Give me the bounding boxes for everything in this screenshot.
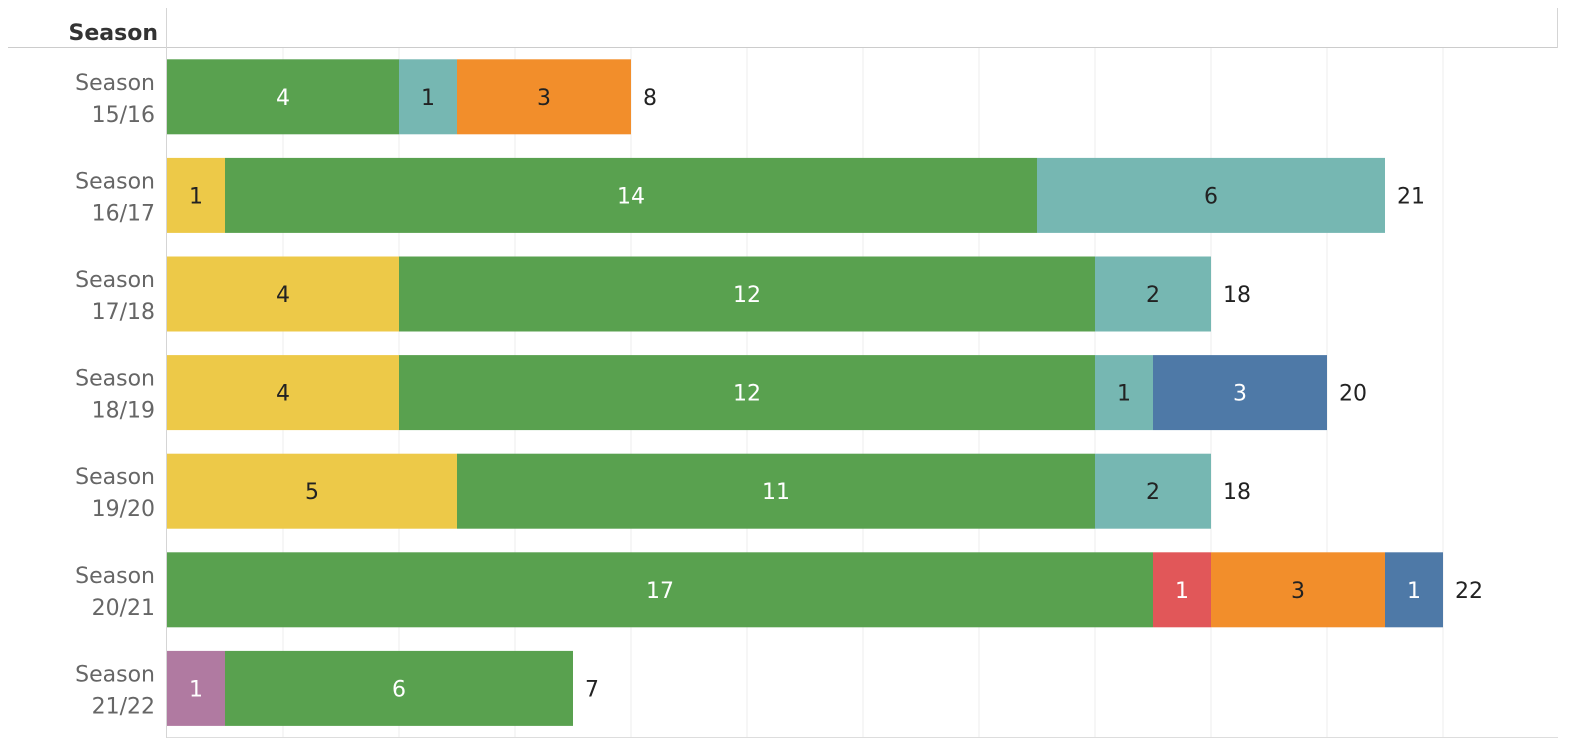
segment-value-label: 4 — [276, 382, 290, 407]
bar-total-label: 7 — [585, 677, 599, 702]
bar-segment — [1211, 552, 1385, 628]
segment-value-label: 1 — [1407, 579, 1421, 604]
bar-row: Season 21/22 1 6 7 — [75, 650, 599, 726]
bar-segment — [399, 59, 457, 135]
chart-frame — [8, 8, 1558, 738]
segment-value-label: 6 — [392, 677, 406, 702]
segment-value-label: 3 — [537, 86, 551, 111]
bar-segment — [457, 59, 631, 135]
category-label: Season 18/19 — [75, 367, 155, 424]
bar-segment — [167, 256, 399, 332]
segment-value-label: 4 — [276, 283, 290, 308]
segment-value-label: 12 — [733, 283, 761, 308]
segment-value-label: 14 — [617, 184, 645, 209]
bar-segment — [167, 453, 457, 529]
bar-total-label: 8 — [643, 86, 657, 111]
segment-value-label: 1 — [189, 677, 203, 702]
row-header-label: Season — [69, 21, 158, 46]
segment-value-label: 1 — [421, 86, 435, 111]
bar-segment — [1095, 256, 1211, 332]
segment-value-label: 1 — [189, 184, 203, 209]
segment-value-label: 11 — [762, 480, 790, 505]
category-label: Season 16/17 — [75, 169, 155, 226]
category-label-line: Season — [75, 465, 155, 490]
category-label-line: 19/20 — [92, 497, 155, 522]
bar-total-label: 18 — [1223, 480, 1251, 505]
segment-value-label: 3 — [1233, 382, 1247, 407]
segment-value-label: 6 — [1204, 184, 1218, 209]
category-label-line: Season — [75, 268, 155, 293]
bar-segment — [225, 650, 573, 726]
category-label-line: 21/22 — [92, 694, 155, 719]
bar-row: Season 19/20 5 11 2 18 — [75, 453, 1251, 529]
bar-segment — [399, 256, 1095, 332]
segment-value-label: 12 — [733, 382, 761, 407]
category-label: Season 19/20 — [75, 465, 155, 522]
bar-segment — [1037, 157, 1385, 233]
segment-value-label: 2 — [1146, 480, 1160, 505]
bar-segment — [167, 650, 225, 726]
segment-value-label: 17 — [646, 579, 674, 604]
bar-segment — [1385, 552, 1443, 628]
bar-total-label: 20 — [1339, 382, 1367, 407]
bar-total-label: 22 — [1455, 579, 1483, 604]
category-label-line: 17/18 — [92, 300, 155, 325]
category-label-line: 16/17 — [92, 201, 155, 226]
bar-segment — [1095, 453, 1211, 529]
category-label-line: 20/21 — [92, 596, 155, 621]
category-label: Season 20/21 — [75, 564, 155, 621]
bar-row: Season 20/21 17 1 3 1 22 — [75, 552, 1483, 628]
bar-segment — [167, 59, 399, 135]
bar-segment — [1095, 355, 1153, 431]
bar-segment — [1153, 552, 1211, 628]
segment-value-label: 4 — [276, 86, 290, 111]
segment-value-label: 1 — [1175, 579, 1189, 604]
category-label-line: Season — [75, 662, 155, 687]
category-label: Season 21/22 — [75, 662, 155, 719]
segment-value-label: 3 — [1291, 579, 1305, 604]
category-label-line: Season — [75, 367, 155, 392]
category-label-line: Season — [75, 71, 155, 96]
bar-segment — [167, 552, 1153, 628]
category-label-line: 15/16 — [92, 103, 155, 128]
bar-row: Season 16/17 1 14 6 21 — [75, 157, 1425, 233]
bar-row: Season 15/16 4 1 3 8 — [75, 59, 657, 135]
segment-value-label: 1 — [1117, 382, 1131, 407]
bar-segment — [167, 355, 399, 431]
bar-total-label: 21 — [1397, 184, 1425, 209]
category-label-line: Season — [75, 564, 155, 589]
bar-segment — [457, 453, 1095, 529]
category-label-line: 18/19 — [92, 399, 155, 424]
segment-value-label: 2 — [1146, 283, 1160, 308]
bar-row: Season 18/19 4 12 1 3 20 — [75, 355, 1367, 431]
segment-value-label: 5 — [305, 480, 319, 505]
category-label: Season 15/16 — [75, 71, 155, 128]
bar-segment — [167, 157, 225, 233]
bar-row: Season 17/18 4 12 2 18 — [75, 256, 1251, 332]
category-label: Season 17/18 — [75, 268, 155, 325]
bar-segment — [399, 355, 1095, 431]
bar-segment — [225, 157, 1037, 233]
category-label-line: Season — [75, 169, 155, 194]
bar-segment — [1153, 355, 1327, 431]
bar-total-label: 18 — [1223, 283, 1251, 308]
